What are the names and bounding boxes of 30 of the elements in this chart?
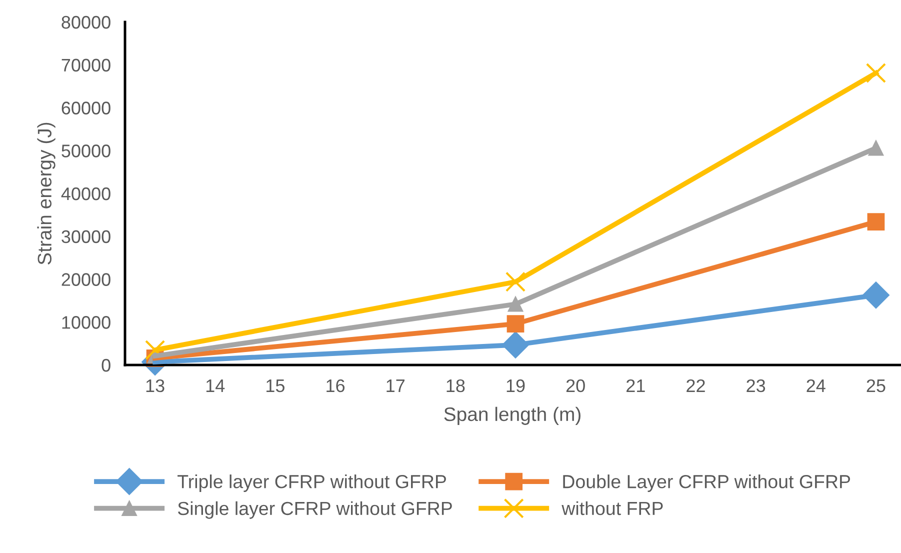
point [505,272,526,292]
y-tick-label: 60000 [62,102,110,114]
x-tick-label: 15 [266,380,284,392]
x-tick-label: 13 [146,379,164,392]
x-tick-label: 23 [746,379,766,392]
x-tick-label: 17 [386,380,404,392]
point [866,62,886,84]
x-tick-label: 20 [566,379,585,392]
y-tick-label: 40000 [61,187,110,200]
y-axis-title: Strain energy (J) [37,122,56,264]
legend-label: Single layer CFRP without GFRP [178,501,452,519]
y-tick-label: 80000 [62,16,110,29]
x-tick-label: 14 [206,380,225,392]
legend-label: Double Layer CFRP without GFRP [563,474,850,492]
y-tick-label: 30000 [62,230,110,244]
y-tick-label: 20000 [62,273,110,286]
x-tick-label: 19 [506,379,525,392]
x-tick-label: 24 [806,379,826,392]
legend-label: Triple layer CFRP without GFRP [178,474,446,492]
x-tick-label: 16 [326,379,345,392]
legend-label: without FRP [562,501,663,516]
x-tick-label: 25 [866,379,886,392]
x-tick-label: 21 [626,379,645,392]
x-axis-title: Span length (m) [444,406,580,425]
y-tick-label: 70000 [62,58,110,72]
y-tick-label: 10000 [62,316,110,329]
x-tick-label: 22 [686,379,705,392]
y-tick-label: 50000 [62,144,110,158]
y-tick-label: 0 [102,358,110,372]
x-tick-label: 18 [446,379,465,392]
